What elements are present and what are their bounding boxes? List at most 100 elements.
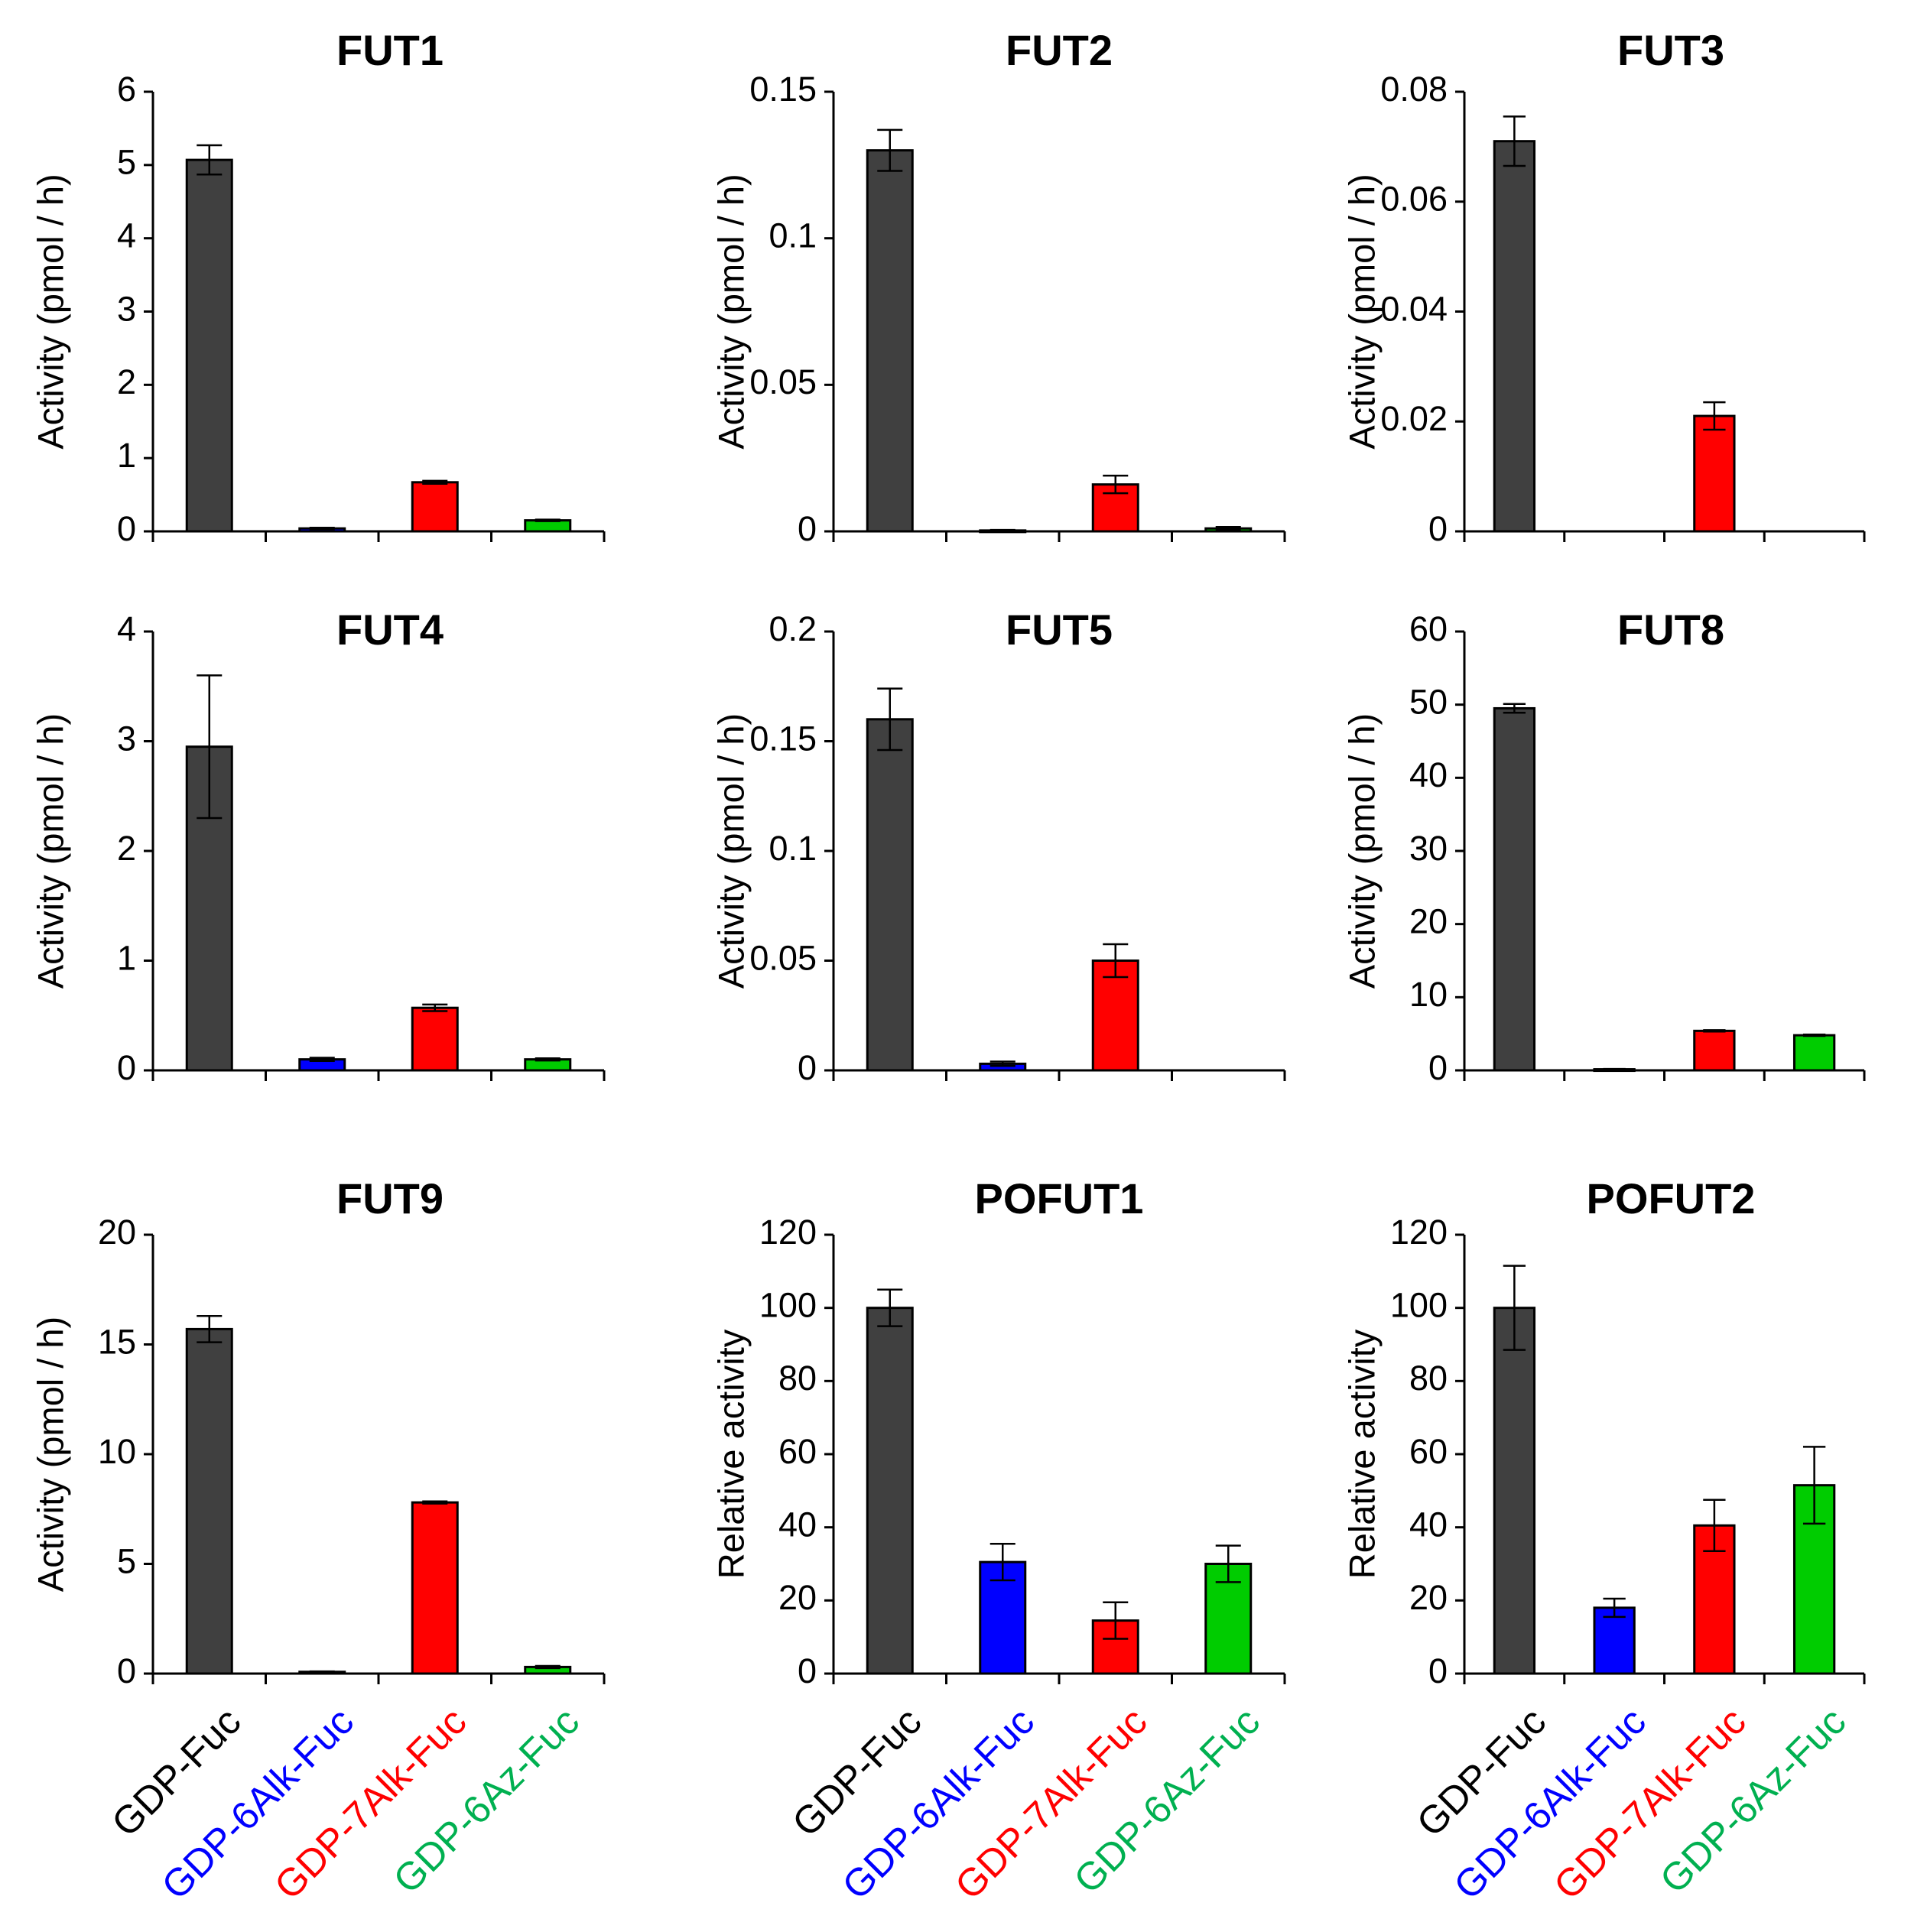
bar-fut8-gdp-6az-fuc (1792, 1034, 1836, 1072)
panel-fut5: FUT5 Activity (pmol / h) 0 0.05 0.1 0.15 0.2 (710, 606, 1286, 1087)
panel-title: FUT5 (1006, 606, 1113, 654)
error-bar (877, 687, 903, 752)
bar-fut2-gdp-7alk-fuc (1091, 483, 1139, 533)
error-bar (197, 1314, 223, 1343)
y-tick-label: 3 (117, 719, 136, 758)
error-bar (1603, 1597, 1626, 1619)
error-bar (309, 1057, 335, 1063)
y-tick-label: 60 (1409, 609, 1448, 648)
y-axis-label: Relative activity (710, 1329, 751, 1579)
y-tick-label: 6 (117, 70, 136, 109)
error-bar (1603, 1067, 1626, 1071)
y-tick-label: 0 (1428, 1651, 1448, 1690)
error-bar (1503, 703, 1526, 714)
y-tick-label: 5 (117, 1541, 136, 1580)
error-bar (1802, 1446, 1826, 1525)
bar-fut3-gdp-fuc (1493, 140, 1536, 533)
panel-title: FUT8 (1617, 606, 1724, 654)
error-bar (877, 128, 903, 172)
bar-fut8-gdp-7alk-fuc (1693, 1029, 1736, 1072)
y-tick-label: 0.1 (769, 829, 817, 868)
error-bar (1215, 526, 1241, 531)
y-tick-label: 10 (98, 1432, 136, 1471)
y-axis-label: Relative activity (1341, 1329, 1382, 1579)
y-tick-label: 120 (1390, 1213, 1448, 1252)
y-tick-label: 0 (117, 1048, 136, 1087)
y-tick-label: 0 (117, 509, 136, 548)
y-tick-label: 20 (1409, 1578, 1448, 1617)
bar-fut2-gdp-fuc (866, 149, 914, 533)
error-bar (1802, 1033, 1826, 1037)
y-tick-label: 0.04 (1380, 289, 1448, 328)
error-bar (1103, 474, 1129, 495)
y-tick-label: 40 (778, 1505, 817, 1544)
y-tick-label: 2 (117, 362, 136, 401)
bar-pofut2-gdp-fuc (1493, 1307, 1536, 1675)
bar-fut1-gdp-7alk-fuc (411, 481, 459, 533)
error-bar (1103, 943, 1129, 979)
y-tick-label: 60 (1409, 1432, 1448, 1471)
y-tick-label: 15 (98, 1322, 136, 1361)
y-tick-label: 80 (1409, 1359, 1448, 1398)
bar-pofut1-gdp-fuc (866, 1307, 914, 1675)
panel-title: FUT2 (1006, 26, 1113, 74)
error-bar (535, 1057, 561, 1062)
y-tick-label: 100 (1390, 1286, 1448, 1325)
bar-pofut2-gdp-6az-fuc (1792, 1484, 1836, 1675)
y-axis-label: Activity (pmol / h) (30, 713, 70, 989)
x-category-label: GDP-6Alk-Fuc (834, 1699, 1042, 1908)
y-tick-label: 30 (1409, 829, 1448, 868)
y-tick-label: 0.05 (749, 938, 817, 977)
x-category-label: GDP-6Alk-Fuc (153, 1699, 362, 1908)
error-bar (422, 1500, 448, 1505)
bar-fut9-gdp-fuc (185, 1327, 233, 1675)
error-bar (197, 144, 223, 176)
y-axis-label: Activity (pmol / h) (1341, 713, 1382, 989)
panel-title: FUT9 (336, 1174, 444, 1223)
y-tick-label: 20 (1409, 902, 1448, 941)
y-tick-label: 0 (798, 509, 817, 548)
y-tick-label: 40 (1409, 1505, 1448, 1544)
x-category-label: GDP-7Alk-Fuc (947, 1699, 1155, 1908)
bar-pofut2-gdp-6alk-fuc (1593, 1606, 1636, 1675)
error-bar (1503, 1265, 1526, 1351)
panel-title: POFUT2 (1587, 1174, 1756, 1223)
y-tick-label: 1 (117, 436, 136, 475)
y-axis-label: Activity (pmol / h) (30, 174, 70, 449)
x-category-label: GDP-7Alk-Fuc (266, 1699, 475, 1908)
error-bar (1703, 1499, 1726, 1553)
y-tick-label: 4 (117, 216, 136, 255)
error-bar (422, 1003, 448, 1012)
y-tick-label: 50 (1409, 683, 1448, 722)
bar-fut5-gdp-fuc (866, 718, 914, 1072)
error-bar (877, 1288, 903, 1327)
y-tick-label: 0.15 (749, 70, 817, 109)
y-tick-label: 20 (778, 1578, 817, 1617)
y-tick-label: 0.06 (1380, 180, 1448, 219)
error-bar (1103, 1601, 1129, 1640)
y-tick-label: 80 (778, 1359, 817, 1398)
error-bar (1703, 1029, 1726, 1033)
panel-fut2: FUT2 Activity (pmol / h) 0 0.05 0.1 0.15 (710, 26, 1286, 548)
error-bar (535, 1664, 561, 1670)
error-bar (1503, 115, 1526, 167)
y-tick-label: 4 (117, 609, 136, 648)
error-bar (989, 528, 1015, 532)
y-tick-label: 0.2 (769, 609, 817, 648)
y-tick-label: 0.15 (749, 719, 817, 758)
y-axis-label: Activity (pmol / h) (710, 713, 751, 989)
bar-fut8-gdp-fuc (1493, 706, 1536, 1072)
y-tick-label: 0 (798, 1651, 817, 1690)
bar-fut5-gdp-7alk-fuc (1091, 960, 1139, 1072)
y-tick-label: 0 (1428, 509, 1448, 548)
y-tick-label: 1 (117, 938, 136, 977)
y-tick-label: 100 (759, 1286, 817, 1325)
error-bar (1703, 401, 1726, 431)
y-tick-label: 40 (1409, 755, 1448, 794)
bar-fut1-gdp-fuc (185, 158, 233, 533)
panel-fut4: FUT4 Activity (pmol / h) 0 1 2 3 4 (30, 606, 606, 1087)
error-bar (197, 674, 223, 820)
bar-fut4-gdp-7alk-fuc (411, 1006, 459, 1072)
